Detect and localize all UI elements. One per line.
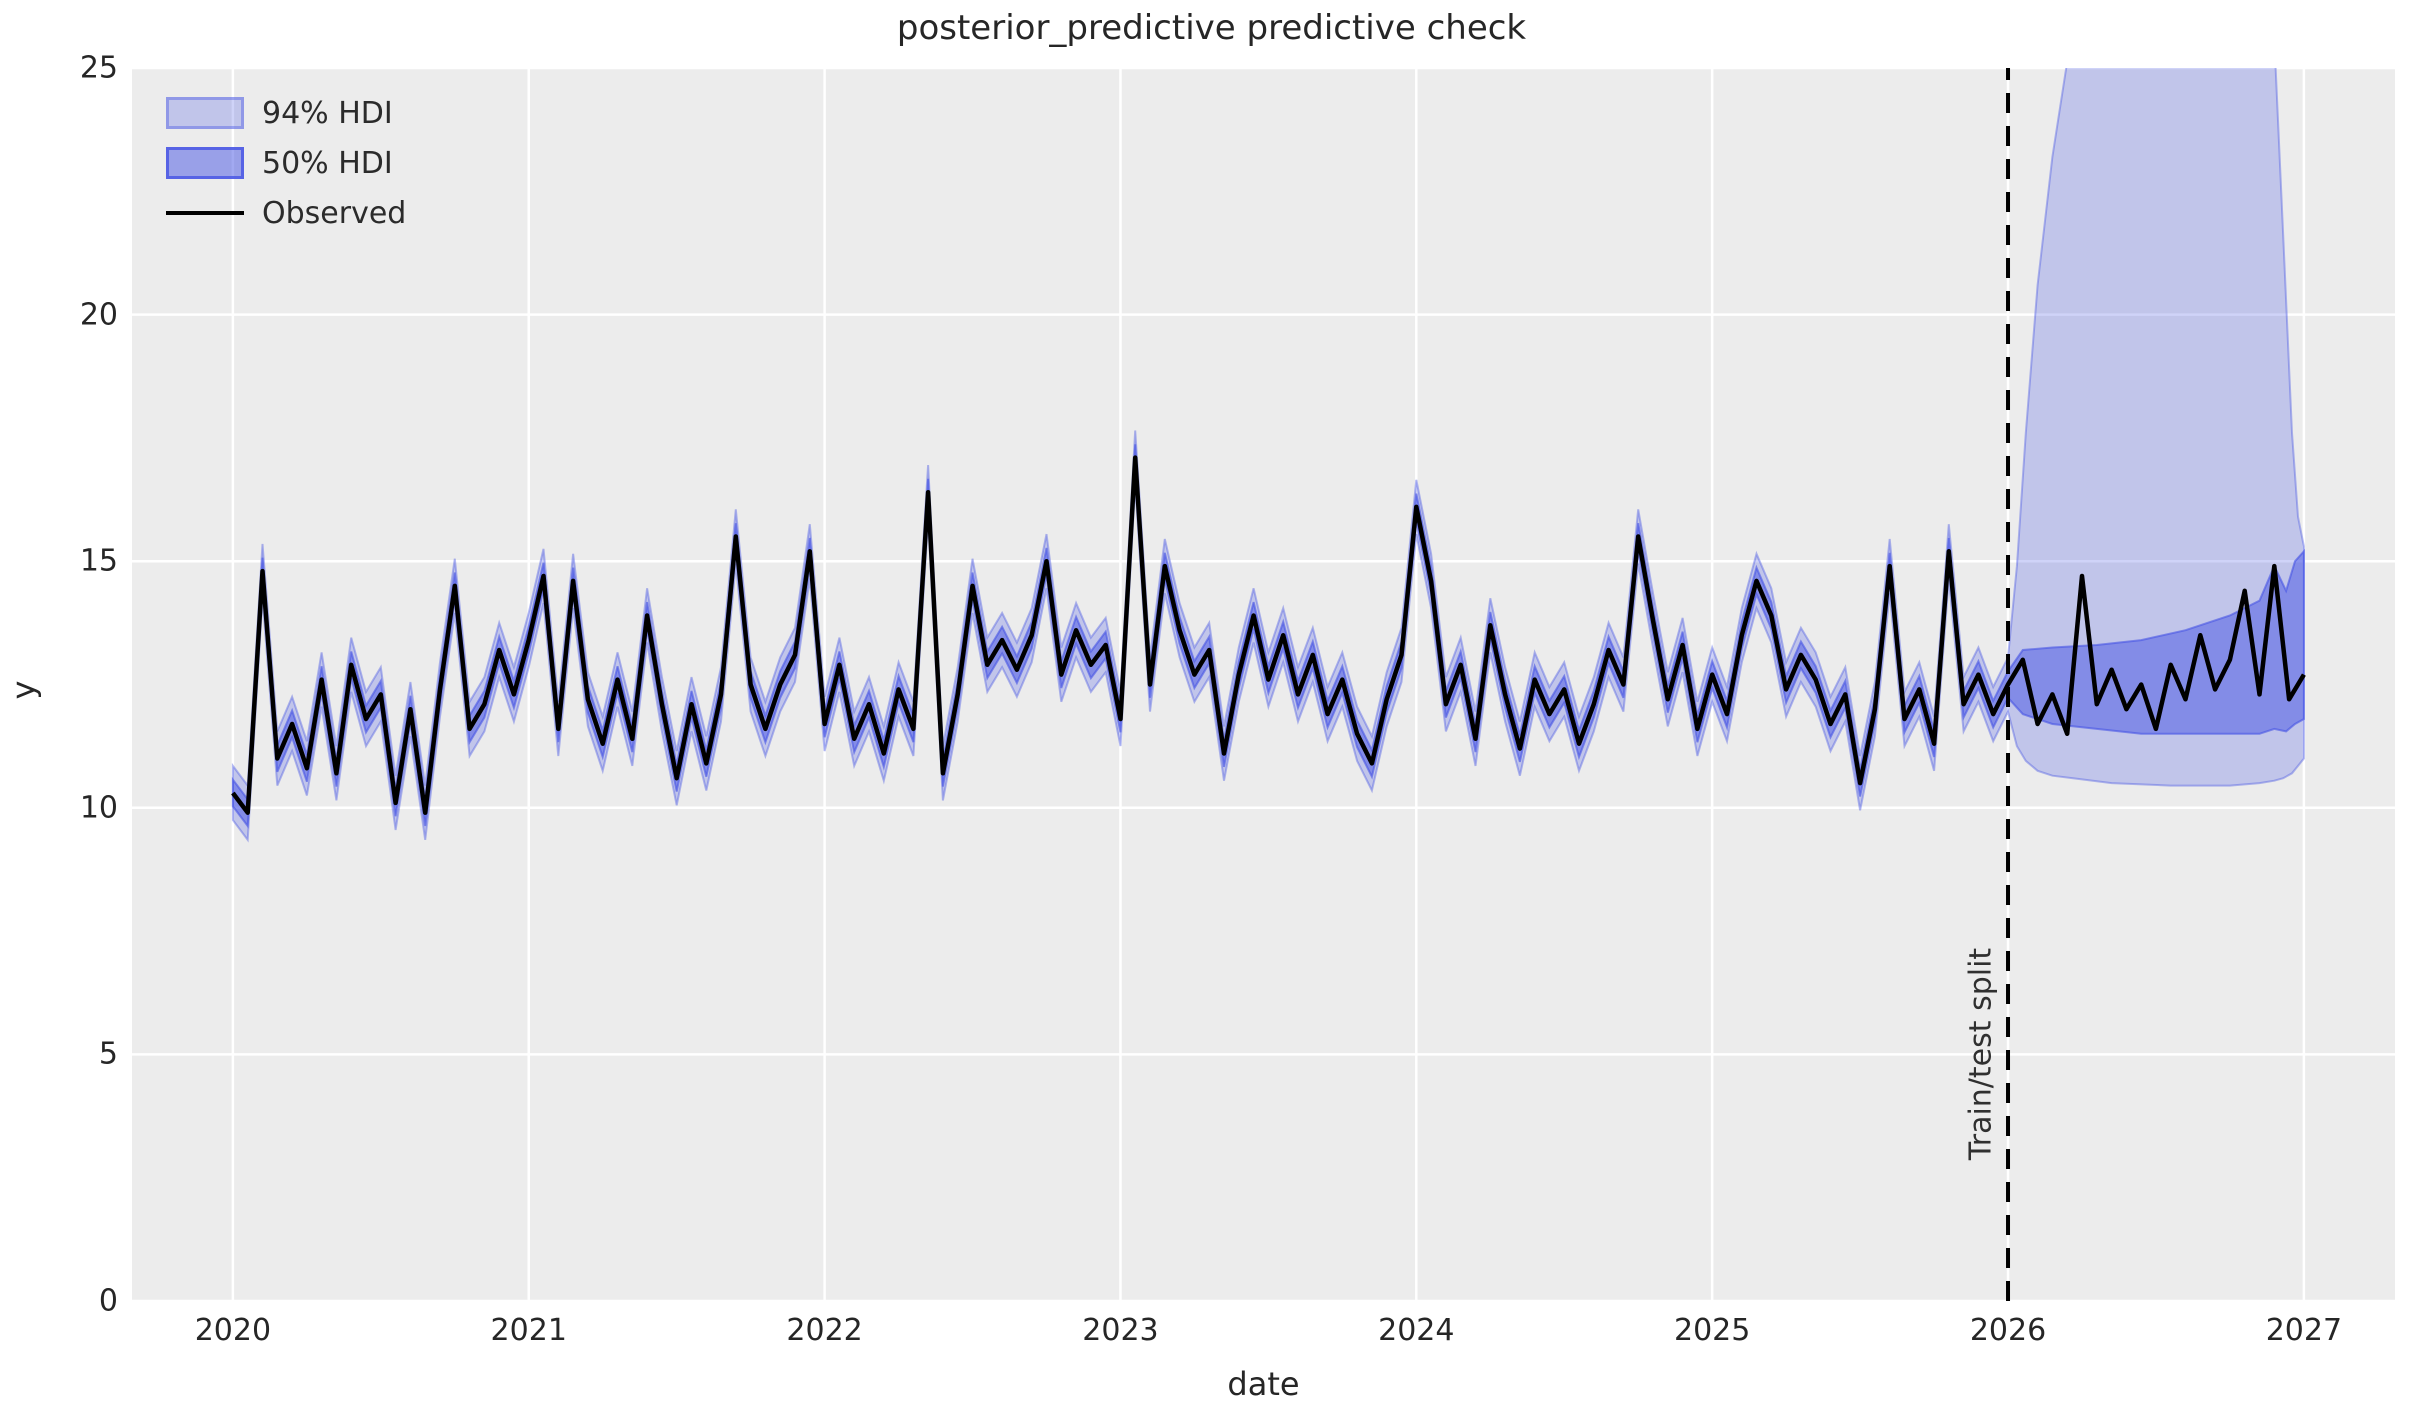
x-tick-label: 2023 <box>1082 1313 1159 1348</box>
legend-label: 94% HDI <box>262 95 393 131</box>
x-tick-label: 2021 <box>490 1313 567 1348</box>
x-tick-label: 2025 <box>1673 1313 1751 1348</box>
observed-line-swatch-icon <box>166 211 244 215</box>
chart-title: posterior_predictive predictive check <box>896 8 1527 48</box>
x-tick-label: 2024 <box>1378 1313 1455 1348</box>
y-tick-label: 25 <box>79 50 118 86</box>
x-tick-label: 2027 <box>2265 1313 2343 1348</box>
x-tick-label: 2026 <box>1969 1313 2047 1348</box>
y-axis-label: y <box>4 680 43 700</box>
gridlines <box>132 66 2395 1303</box>
legend-item-observed: Observed <box>166 188 406 238</box>
x-axis-label: date <box>1227 1365 1300 1403</box>
y-tick-label: 20 <box>79 297 118 333</box>
y-tick-label: 10 <box>79 790 118 826</box>
hdi-50-band <box>231 444 2305 829</box>
hdi-50-swatch-icon <box>166 147 244 179</box>
y-tick-label: 5 <box>98 1036 118 1072</box>
legend-item-94-hdi: 94% HDI <box>166 88 406 138</box>
legend: 94% HDI 50% HDI Observed <box>166 88 406 238</box>
y-tick-label: 0 <box>98 1283 118 1319</box>
x-tick-label: 2020 <box>194 1313 272 1348</box>
y-tick-label: 15 <box>79 543 118 579</box>
observed-line <box>231 455 2306 815</box>
legend-label: 50% HDI <box>262 145 393 181</box>
train-test-split-label: Train/test split <box>1963 948 1999 1161</box>
legend-item-50-hdi: 50% HDI <box>166 138 406 188</box>
hdi-94-swatch-icon <box>166 97 244 129</box>
legend-label: Observed <box>262 195 407 231</box>
x-tick-label: 2022 <box>786 1313 863 1348</box>
